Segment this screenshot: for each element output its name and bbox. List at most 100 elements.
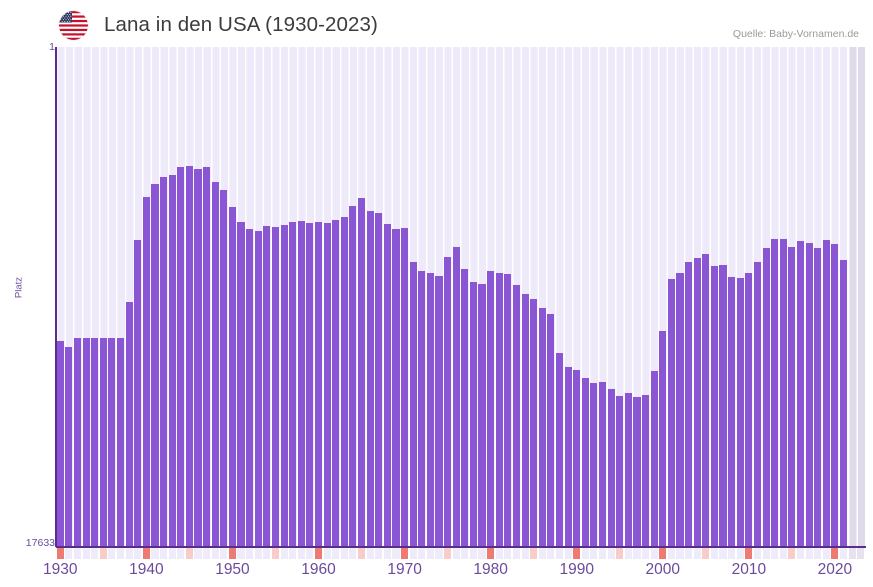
bar-1969[interactable] (392, 229, 400, 547)
bar-1940[interactable] (142, 197, 150, 547)
bar-1962[interactable] (332, 220, 340, 547)
bar-1979[interactable] (478, 284, 486, 547)
bar-1990[interactable] (573, 370, 581, 547)
bar-1939[interactable] (134, 240, 142, 547)
bar-1970[interactable] (401, 228, 409, 547)
bar-1937[interactable] (116, 338, 125, 547)
bar-2010[interactable] (745, 273, 753, 547)
bar-1941[interactable] (151, 184, 159, 547)
bar-1933[interactable] (82, 338, 90, 547)
bar-2008[interactable] (728, 277, 736, 547)
bar-1960[interactable] (314, 222, 323, 547)
bar-2012[interactable] (762, 248, 770, 547)
x-tick-1945 (185, 548, 193, 559)
bar-2011[interactable] (753, 262, 761, 547)
bar-1954[interactable] (263, 226, 271, 547)
bar-1966[interactable] (366, 211, 374, 547)
bar-2007[interactable] (719, 265, 727, 547)
bar-1949[interactable] (220, 190, 228, 547)
bar-1987[interactable] (547, 314, 555, 547)
bar-2016[interactable] (796, 241, 805, 547)
bar-1992[interactable] (590, 383, 598, 547)
bar-1945[interactable] (185, 166, 193, 547)
bar-1991[interactable] (581, 378, 589, 547)
bar-2018[interactable] (814, 248, 822, 547)
bar-1998[interactable] (642, 395, 650, 547)
bar-2015[interactable] (788, 247, 796, 547)
x-tick-2018 (814, 548, 822, 559)
bar-1977[interactable] (461, 269, 469, 547)
bar-1983[interactable] (512, 285, 520, 547)
bar-2009[interactable] (736, 278, 744, 547)
bar-1961[interactable] (323, 223, 331, 547)
bar-1996[interactable] (624, 393, 632, 547)
bar-1951[interactable] (237, 222, 245, 547)
x-tick-2003 (685, 548, 693, 559)
bar-1942[interactable] (160, 177, 168, 547)
bar-1974[interactable] (435, 276, 443, 547)
bar-2014[interactable] (779, 239, 787, 547)
bar-1930[interactable] (56, 341, 64, 547)
bar-1975[interactable] (444, 257, 452, 547)
x-tick-1933 (82, 548, 90, 559)
bar-1981[interactable] (495, 273, 503, 547)
bar-1943[interactable] (168, 175, 176, 547)
bar-1931[interactable] (65, 347, 73, 547)
bar-1957[interactable] (289, 222, 297, 547)
bar-1994[interactable] (607, 389, 615, 547)
bar-1952[interactable] (246, 229, 254, 547)
bar-1989[interactable] (564, 367, 572, 547)
bar-2019[interactable] (822, 240, 830, 547)
bar-1950[interactable] (228, 207, 236, 547)
bar-2017[interactable] (805, 243, 813, 547)
bar-1988[interactable] (555, 353, 564, 547)
bar-1936[interactable] (108, 338, 116, 547)
bar-1946[interactable] (194, 169, 202, 547)
bar-2020[interactable] (831, 244, 839, 547)
bar-1959[interactable] (306, 223, 314, 547)
bar-1934[interactable] (91, 338, 99, 547)
bar-1955[interactable] (271, 227, 280, 547)
bar-1972[interactable] (418, 271, 426, 547)
bar-1948[interactable] (211, 182, 219, 547)
bar-1935[interactable] (99, 338, 107, 547)
bar-1976[interactable] (452, 247, 460, 547)
bar-2013[interactable] (771, 239, 779, 547)
bar-1953[interactable] (254, 231, 262, 547)
bar-1999[interactable] (650, 371, 658, 547)
bar-1938[interactable] (125, 302, 133, 547)
bar-1964[interactable] (349, 206, 357, 547)
bar-2002[interactable] (676, 273, 684, 547)
bar-1978[interactable] (469, 282, 477, 547)
x-tick-1952 (246, 548, 254, 559)
bar-1973[interactable] (426, 273, 434, 547)
bar-2000[interactable] (659, 331, 667, 547)
bar-1986[interactable] (538, 308, 546, 547)
bar-2021[interactable] (839, 260, 848, 547)
bar-1958[interactable] (297, 221, 305, 547)
bar-1984[interactable] (521, 294, 529, 547)
x-tick-2019 (822, 548, 830, 559)
bar-1985[interactable] (530, 299, 538, 547)
bar-2003[interactable] (685, 262, 693, 547)
bar-1993[interactable] (598, 382, 607, 547)
bar-2001[interactable] (667, 279, 675, 547)
bar-1968[interactable] (383, 224, 391, 547)
bar-1947[interactable] (203, 167, 211, 547)
bar-1971[interactable] (409, 262, 417, 547)
bar-1963[interactable] (340, 217, 348, 547)
bar-1956[interactable] (280, 225, 288, 547)
bar-2004[interactable] (693, 258, 701, 547)
y-axis-tick-bottom: 17633 (25, 537, 55, 549)
bar-1995[interactable] (616, 396, 624, 547)
x-axis-label-1980: 1980 (473, 561, 508, 578)
bar-1967[interactable] (375, 213, 383, 547)
bar-1982[interactable] (504, 274, 512, 547)
bar-1932[interactable] (73, 338, 82, 547)
bar-1980[interactable] (487, 271, 495, 547)
bar-2006[interactable] (710, 266, 718, 547)
bar-1965[interactable] (357, 198, 366, 547)
bar-1997[interactable] (633, 397, 641, 547)
bar-1944[interactable] (177, 167, 185, 547)
bar-2005[interactable] (702, 254, 710, 547)
